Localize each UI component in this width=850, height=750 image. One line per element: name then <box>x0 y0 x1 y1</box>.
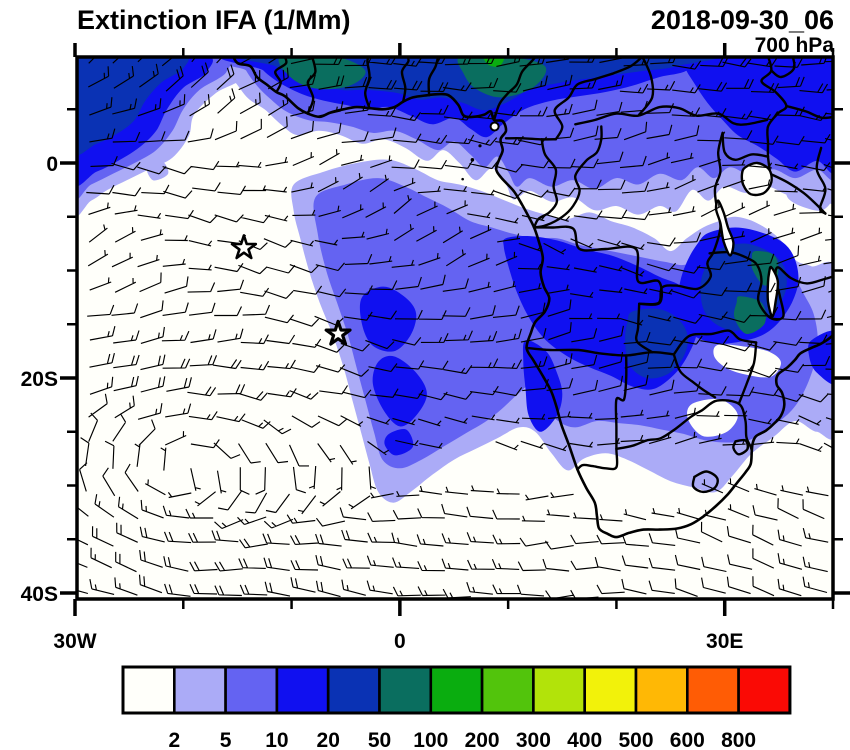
extinction-field <box>77 57 833 599</box>
axes-layer: 30W 0 30E 0 20S 40S <box>21 43 850 653</box>
country-border <box>492 57 537 122</box>
colorbar-cell <box>121 665 176 715</box>
colorbar-border <box>121 665 792 715</box>
country-border <box>708 250 833 321</box>
colorbar-label: 200 <box>465 729 500 750</box>
country-border <box>574 105 769 126</box>
x-axis-label: 0 <box>394 630 406 653</box>
colorbar-label: 20 <box>317 729 340 750</box>
colorbar-cell <box>173 665 227 715</box>
colorbar-label: 2 <box>168 729 180 750</box>
star-markers-layer <box>230 234 352 346</box>
country-border <box>691 470 719 494</box>
island-circle <box>489 121 500 132</box>
x-axis-label: 30W <box>53 630 96 653</box>
colorbar: 2 5 10 20 50 100 200 300 400 500 600 800 <box>121 665 792 750</box>
country-border <box>553 72 614 141</box>
colorbar-label: 400 <box>567 729 602 750</box>
pressure-level: 700 hPa <box>755 34 835 57</box>
map-frame <box>75 55 835 601</box>
colorbar-cell <box>737 665 792 715</box>
country-border <box>770 57 796 79</box>
colorbar-label: 5 <box>220 729 232 750</box>
colorbar-label: 10 <box>265 729 288 750</box>
field-region-10-20 <box>372 355 427 427</box>
country-border <box>610 57 644 75</box>
valid-time: 2018-09-30_06 <box>651 5 834 35</box>
colorbar-label: 300 <box>516 729 551 750</box>
colorbar-cell <box>480 665 535 715</box>
country-border <box>525 346 675 357</box>
wind-barbs-layer <box>77 57 833 599</box>
island-dot <box>461 177 464 181</box>
colorbar-label: 100 <box>413 729 448 750</box>
colorbar-label: 500 <box>618 729 653 750</box>
country-border <box>306 57 317 115</box>
colorbar-label: 800 <box>721 729 756 750</box>
star-marker-1 <box>230 234 258 260</box>
country-border <box>274 57 288 94</box>
colorbar-label: 50 <box>368 729 391 750</box>
country-border <box>532 125 603 229</box>
country-border <box>672 353 717 399</box>
colorbar-cell <box>685 665 740 715</box>
field-region-10-20 <box>359 286 417 352</box>
island-dot <box>478 144 482 148</box>
geography-layer <box>232 57 833 539</box>
country-border <box>760 57 788 175</box>
country-border <box>638 57 655 116</box>
field-region-10-20 <box>384 429 414 456</box>
africa-coastline <box>232 57 833 539</box>
country-border <box>615 398 753 453</box>
x-axis-label: 30E <box>706 630 743 653</box>
colorbar-cell <box>429 665 484 715</box>
y-axis-label: 20S <box>21 368 58 391</box>
colorbar-cell <box>326 665 381 715</box>
country-border <box>638 131 724 306</box>
country-border <box>427 57 440 97</box>
field-region-2-5 <box>146 160 169 181</box>
colorbar-cell <box>378 665 433 715</box>
country-border <box>672 329 758 356</box>
country-border <box>532 138 559 229</box>
colorbar-label: 600 <box>670 729 705 750</box>
colorbar-cell <box>532 665 587 715</box>
field-region-10-20 <box>522 340 563 432</box>
colorbar-cell <box>275 665 330 715</box>
colorbar-cell <box>224 665 279 715</box>
country-border <box>721 131 770 161</box>
y-axis-label: 0 <box>46 153 58 176</box>
field-region-20-50 <box>77 57 189 156</box>
wind-barbs <box>77 57 833 599</box>
colorbar-cell <box>634 665 689 715</box>
field-region-50-100 <box>278 57 366 90</box>
y-axis-label: 40S <box>21 583 58 606</box>
country-border <box>634 302 654 354</box>
chart-title: Extinction IFA (1/Mm) <box>77 5 351 35</box>
lake-outline <box>766 265 780 318</box>
colorbar-cell <box>583 665 638 715</box>
field-region-<2 <box>687 398 738 437</box>
star-marker-2 <box>324 319 352 346</box>
field-region-50-100 <box>457 57 547 98</box>
country-border <box>815 146 827 215</box>
